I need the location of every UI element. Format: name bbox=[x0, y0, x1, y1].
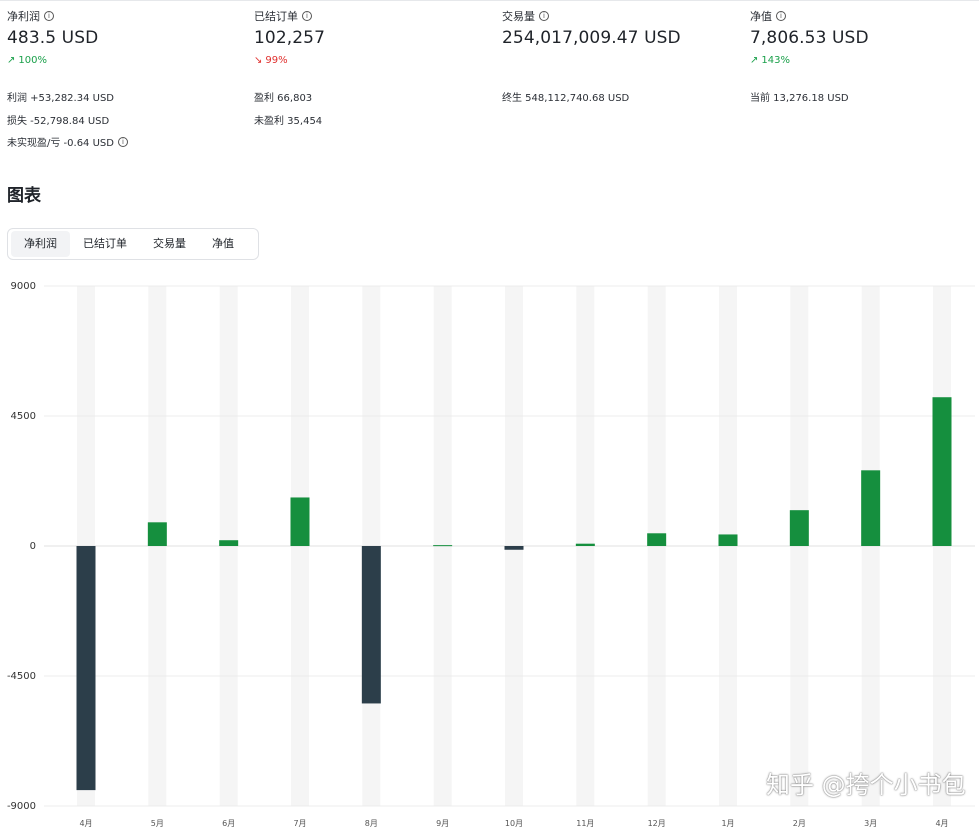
x-tick-label: 4月 bbox=[935, 819, 948, 828]
stat-volume: 交易量 i 254,017,009.47 USD bbox=[502, 8, 681, 50]
stat-change: ↘ 99% bbox=[254, 53, 325, 67]
bar[interactable] bbox=[147, 522, 167, 546]
bar[interactable] bbox=[290, 497, 310, 546]
bar[interactable] bbox=[647, 533, 667, 546]
bar[interactable] bbox=[361, 546, 381, 704]
bar[interactable] bbox=[504, 546, 524, 550]
info-icon[interactable]: i bbox=[539, 10, 549, 21]
x-tick-label: 8月 bbox=[365, 819, 378, 828]
stat-value: 483.5 USD bbox=[7, 28, 99, 48]
stat-label: 净利润 bbox=[7, 9, 40, 23]
stat-detail-current: 当前 13,276.18 USD bbox=[750, 93, 849, 104]
top-divider bbox=[0, 0, 979, 1]
stat-detail-loss: 损失 -52,798.84 USD bbox=[7, 116, 110, 127]
info-icon[interactable]: i bbox=[302, 10, 312, 21]
tab-volume[interactable]: 交易量 bbox=[153, 237, 186, 250]
stat-equity: 净值 i 7,806.53 USD ↗ 143% bbox=[750, 8, 869, 67]
y-tick-label: 0 bbox=[30, 541, 36, 552]
stat-closed-orders: 已结订单 i 102,257 ↘ 99% bbox=[254, 8, 325, 67]
bar[interactable] bbox=[932, 397, 952, 546]
stat-detail-losing: 未盈利 35,454 bbox=[254, 116, 323, 127]
stat-detail-unrealized: 未实现盈/亏 -0.64 USD i bbox=[7, 134, 128, 149]
section-title: 图表 bbox=[7, 186, 41, 206]
arrow-up-right-icon: ↗ bbox=[750, 54, 759, 66]
bar[interactable] bbox=[219, 540, 239, 546]
bar[interactable] bbox=[861, 470, 881, 546]
x-tick-label: 10月 bbox=[505, 819, 523, 828]
y-tick-label: -4500 bbox=[7, 671, 36, 682]
stat-label: 已结订单 bbox=[254, 9, 298, 23]
stat-change: ↗ 143% bbox=[750, 53, 869, 67]
x-tick-label: 4月 bbox=[79, 819, 92, 828]
stat-net-profit: 净利润 i 483.5 USD ↗ 100% bbox=[7, 8, 98, 67]
x-tick-label: 6月 bbox=[222, 819, 235, 828]
stat-label: 交易量 bbox=[502, 9, 535, 23]
x-tick-label: 3月 bbox=[864, 819, 877, 828]
watermark: 知乎 @挎个小书包 bbox=[766, 771, 966, 799]
x-tick-label: 11月 bbox=[576, 819, 594, 828]
stat-value: 254,017,009.47 USD bbox=[502, 28, 681, 48]
tab-equity[interactable]: 净值 bbox=[212, 237, 234, 250]
x-tick-label: 7月 bbox=[293, 819, 306, 828]
bar[interactable] bbox=[789, 510, 809, 546]
net-profit-bar-chart: 9000 4500 0 -4500 -9000 4月 5月 6月 7月 8月 9月 10月 11月 12月… bbox=[7, 281, 975, 828]
x-tick-label: 5月 bbox=[151, 819, 164, 828]
tab-net-profit[interactable]: 净利润 bbox=[11, 231, 70, 257]
chart-tabs: 净利润 已结订单 交易量 净值 bbox=[7, 228, 259, 260]
bar[interactable] bbox=[718, 534, 738, 546]
arrow-up-right-icon: ↗ bbox=[7, 54, 16, 66]
stat-detail-winning: 盈利 66,803 bbox=[254, 93, 313, 104]
stat-change-value: 100% bbox=[18, 54, 47, 66]
stat-change-value: 143% bbox=[761, 54, 790, 66]
bar[interactable] bbox=[575, 543, 595, 546]
stat-change-value: 99% bbox=[265, 54, 288, 66]
stat-value: 7,806.53 USD bbox=[750, 28, 869, 48]
stat-value: 102,257 bbox=[254, 28, 325, 48]
bar[interactable] bbox=[433, 545, 453, 547]
info-icon[interactable]: i bbox=[44, 10, 54, 21]
x-tick-label: 2月 bbox=[793, 819, 806, 828]
x-tick-label: 1月 bbox=[721, 819, 734, 828]
tab-closed-orders[interactable]: 已结订单 bbox=[83, 237, 127, 250]
stat-detail-profit: 利润 +53,282.34 USD bbox=[7, 93, 114, 104]
x-tick-label: 12月 bbox=[648, 819, 666, 828]
bar[interactable] bbox=[76, 546, 96, 791]
stat-label: 净值 bbox=[750, 9, 772, 23]
y-tick-label: 4500 bbox=[11, 411, 36, 422]
stat-detail-lifetime: 终生 548,112,740.68 USD bbox=[502, 93, 630, 104]
x-tick-label: 9月 bbox=[436, 819, 449, 828]
stat-change: ↗ 100% bbox=[7, 53, 98, 67]
info-icon[interactable]: i bbox=[117, 136, 128, 147]
arrow-down-right-icon: ↘ bbox=[254, 54, 263, 66]
y-tick-label: -9000 bbox=[7, 801, 36, 812]
y-tick-label: 9000 bbox=[11, 281, 36, 292]
info-icon[interactable]: i bbox=[776, 10, 786, 21]
stat-detail-text: 未实现盈/亏 -0.64 USD bbox=[7, 138, 114, 149]
